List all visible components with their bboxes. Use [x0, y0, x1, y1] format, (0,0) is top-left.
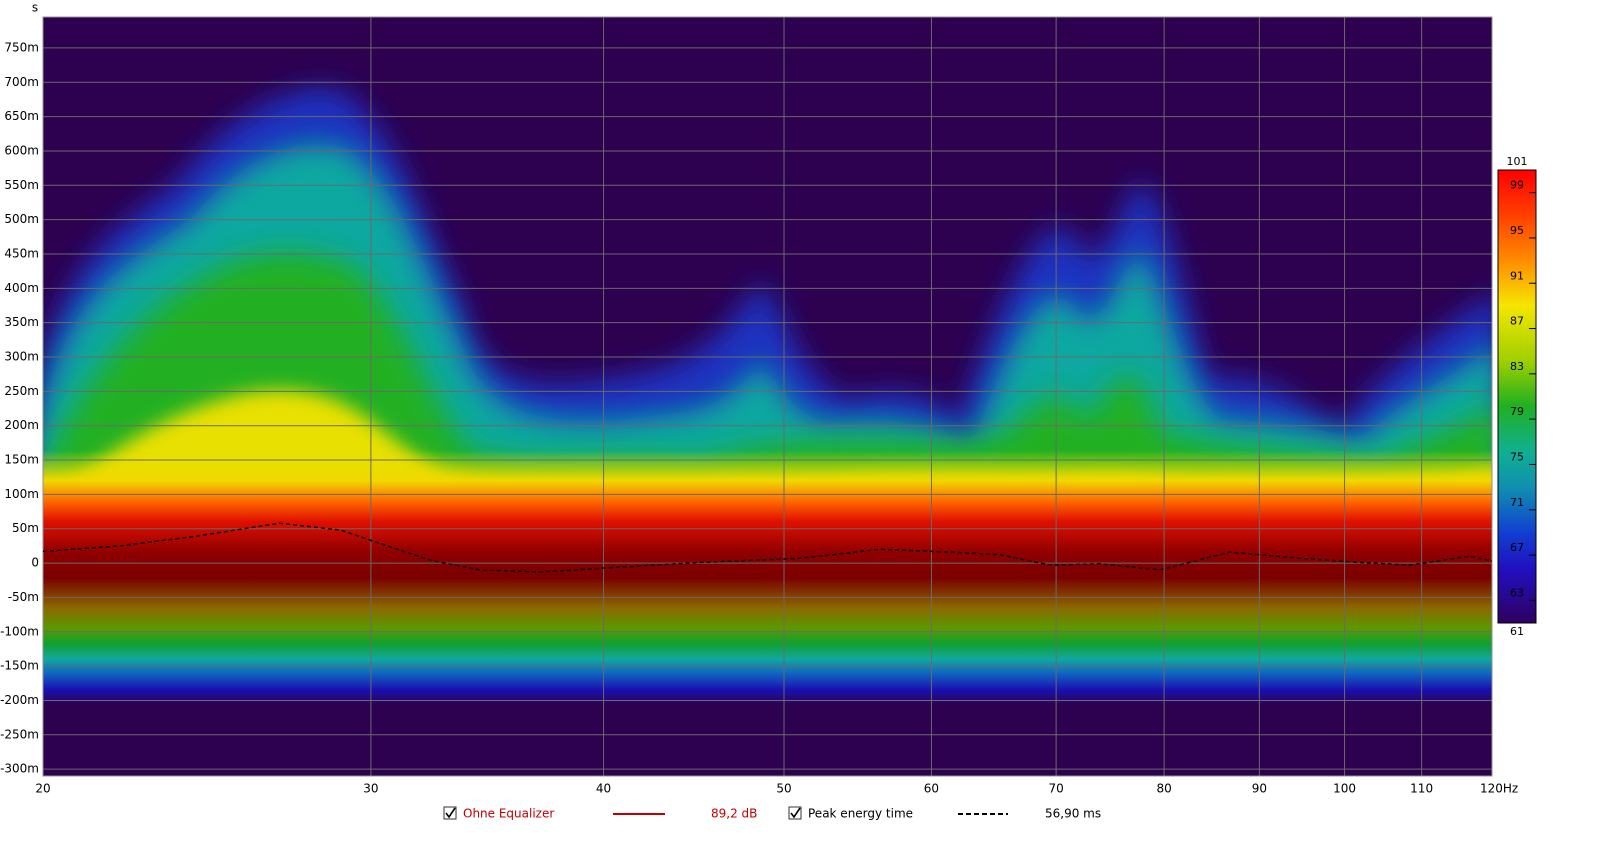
colorbar-tick-label: 95 [1510, 224, 1524, 237]
legend-label: Peak energy time [808, 807, 913, 821]
colorbar-tick-label: 99 [1510, 179, 1524, 192]
x-tick-label: 120Hz [1480, 782, 1518, 796]
y-tick-label: 250m [4, 384, 39, 398]
y-tick-label: 550m [4, 178, 39, 192]
y-tick-label: 600m [4, 143, 39, 157]
y-tick-label: 400m [4, 281, 39, 295]
colorbar [1497, 169, 1537, 624]
colorbar-tick-label: 67 [1510, 541, 1524, 554]
colorbar-tick-label: 63 [1510, 586, 1524, 599]
x-tick-label: 70 [1048, 782, 1063, 796]
y-tick-label: 200m [4, 418, 39, 432]
legend-label: Ohne Equalizer [463, 807, 554, 821]
y-tick-label: 450m [4, 246, 39, 260]
colorbar-tick-label: 87 [1510, 315, 1524, 328]
checkbox[interactable] [443, 806, 457, 820]
colorbar-tick-label: 61 [1510, 625, 1524, 638]
checkbox-check [790, 807, 801, 819]
colorbar-tick-label: 91 [1510, 269, 1524, 282]
checkbox[interactable] [788, 806, 802, 820]
y-tick-label: 50m [12, 521, 39, 535]
colorbar-tick-label: 101 [1507, 155, 1528, 168]
y-tick-label: 700m [4, 75, 39, 89]
y-axis-label: s [32, 1, 38, 15]
grid [42, 17, 1493, 776]
y-tick-label: 300m [4, 350, 39, 364]
checkbox-check [445, 807, 456, 819]
y-tick-label: 500m [4, 212, 39, 226]
x-tick-label: 110 [1410, 782, 1433, 796]
colorbar-tick-label: 79 [1510, 405, 1524, 418]
y-tick-label: -200m [0, 693, 39, 707]
legend-value: 89,2 dB [711, 807, 757, 821]
legend-value: 56,90 ms [1045, 807, 1101, 821]
peak-energy-line [43, 522, 1492, 573]
legend: Ohne Equalizer 89,2 dB Peak energy time … [443, 806, 1101, 821]
y-tick-label: 650m [4, 109, 39, 123]
colorbar-tick-label: 75 [1510, 450, 1524, 463]
y-tick-label: -300m [0, 762, 39, 776]
x-tick-label: 90 [1252, 782, 1267, 796]
y-tick-label: 350m [4, 315, 39, 329]
x-tick-label: 30 [363, 782, 378, 796]
x-tick-label: 100 [1333, 782, 1356, 796]
x-tick-label: 20 [35, 782, 50, 796]
x-tick-label: 50 [776, 782, 791, 796]
colorbar-tick-label: 83 [1510, 360, 1524, 373]
colorbar-tick-label: 71 [1510, 496, 1524, 509]
y-tick-label: -100m [0, 624, 39, 638]
x-tick-label: 60 [924, 782, 939, 796]
y-tick-label: 150m [4, 453, 39, 467]
y-tick-label: -150m [0, 659, 39, 673]
y-tick-label: 750m [4, 40, 39, 54]
plot-frame [42, 16, 1493, 777]
energy-core [43, 450, 1492, 705]
y-tick-label: 100m [4, 487, 39, 501]
y-tick-label: -250m [0, 727, 39, 741]
x-tick-label: 40 [596, 782, 611, 796]
spectrogram-image [43, 17, 1492, 776]
y-tick-label: 0 [31, 556, 39, 570]
x-tick-label: 80 [1156, 782, 1171, 796]
y-tick-label: -50m [8, 590, 39, 604]
